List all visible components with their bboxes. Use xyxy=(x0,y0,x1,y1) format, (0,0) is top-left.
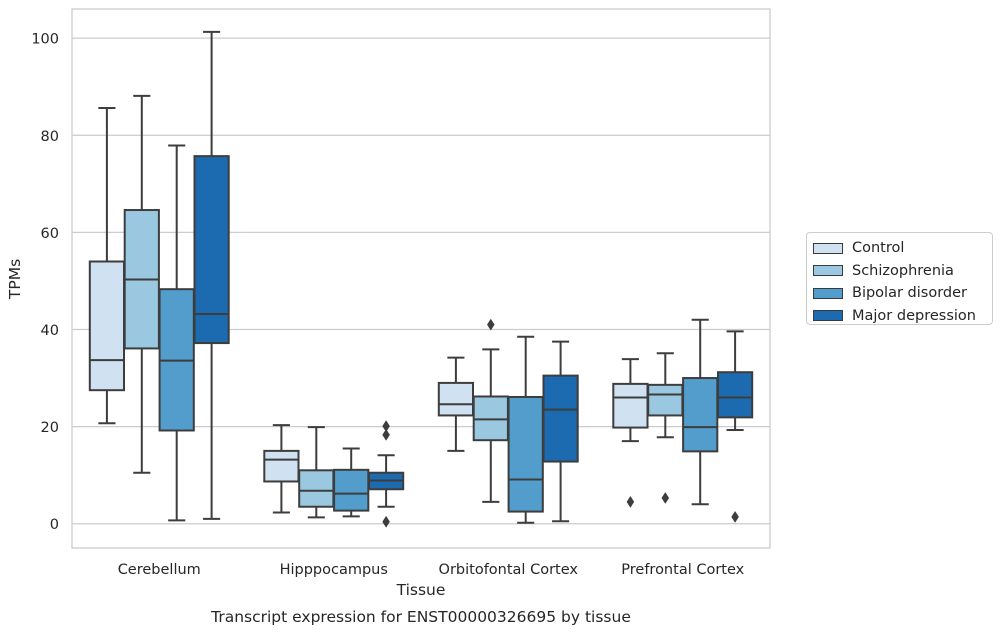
y-tick-label: 40 xyxy=(41,323,59,339)
legend-swatch xyxy=(813,265,843,277)
y-axis-label: TPMs xyxy=(6,259,24,300)
box-3-0 xyxy=(612,358,649,508)
y-tick-labels: 0 20 40 60 80 100 xyxy=(31,32,59,534)
legend-swatch xyxy=(813,242,843,254)
box-1-0 xyxy=(263,424,300,514)
legend-label: Bipolar disorder xyxy=(852,285,967,302)
box-body xyxy=(507,395,544,513)
box-body xyxy=(298,469,335,508)
legend-label: Control xyxy=(852,240,905,257)
box-3-2 xyxy=(682,318,719,506)
legend-swatch xyxy=(813,287,843,299)
outlier-point xyxy=(731,510,739,523)
box-body xyxy=(437,381,475,417)
box-0-1 xyxy=(123,94,160,474)
outlier-point xyxy=(661,492,670,504)
y-tick-label: 20 xyxy=(41,420,59,436)
box-body xyxy=(612,382,649,429)
y-tick-label: 80 xyxy=(41,129,59,145)
plot-frame xyxy=(71,8,771,549)
box-groups xyxy=(88,30,754,528)
y-tick-label: 0 xyxy=(50,517,59,533)
legend-item-schizophrenia: Schizophrenia xyxy=(813,260,992,283)
box-1-1 xyxy=(298,426,335,519)
box-body xyxy=(682,377,719,453)
legend-label: Schizophrenia xyxy=(852,262,954,279)
x-tick-label: Prefrontal Cortex xyxy=(621,562,744,578)
outlier-point xyxy=(382,420,390,433)
chart-caption: Transcript expression for ENST0000032669… xyxy=(210,608,631,626)
x-tick-labels: Cerebellum Hipppocampus Orbitofontal Corte… xyxy=(118,562,745,578)
y-tick-label: 60 xyxy=(41,226,59,242)
outlier-point xyxy=(382,515,390,528)
legend-item-major-depression: Major depression xyxy=(813,305,992,328)
box-0-2 xyxy=(158,144,195,522)
box-body xyxy=(333,468,370,512)
legend-item-bipolar-disorder: Bipolar disorder xyxy=(813,282,992,305)
box-1-3 xyxy=(367,420,405,528)
box-2-3 xyxy=(542,340,579,523)
box-2-1 xyxy=(472,318,509,503)
y-tick-label: 100 xyxy=(31,32,59,48)
box-0-3 xyxy=(193,30,230,520)
outlier-point xyxy=(487,318,495,331)
box-body xyxy=(542,374,579,463)
x-axis-label: Tissue xyxy=(396,581,446,599)
outlier-point xyxy=(626,495,635,508)
box-2-2 xyxy=(507,335,544,524)
box-body xyxy=(193,155,230,345)
x-tick-label: Hipppocampus xyxy=(280,562,388,578)
plot-background xyxy=(72,9,770,548)
box-3-3 xyxy=(716,330,754,523)
legend-item-control: Control xyxy=(813,237,992,260)
box-body xyxy=(263,449,300,483)
outlier-point xyxy=(382,428,390,441)
box-3-1 xyxy=(647,352,684,504)
x-tick-label: Cerebellum xyxy=(118,562,201,578)
x-tick-label: Orbitofontal Cortex xyxy=(439,562,579,578)
box-body xyxy=(647,383,684,417)
box-body xyxy=(716,371,754,419)
box-body xyxy=(88,260,126,392)
legend-swatch xyxy=(813,310,843,322)
legend: Control Schizophrenia Bipolar disorder M… xyxy=(806,232,993,325)
legend-label: Major depression xyxy=(852,307,976,324)
box-2-0 xyxy=(437,356,475,452)
